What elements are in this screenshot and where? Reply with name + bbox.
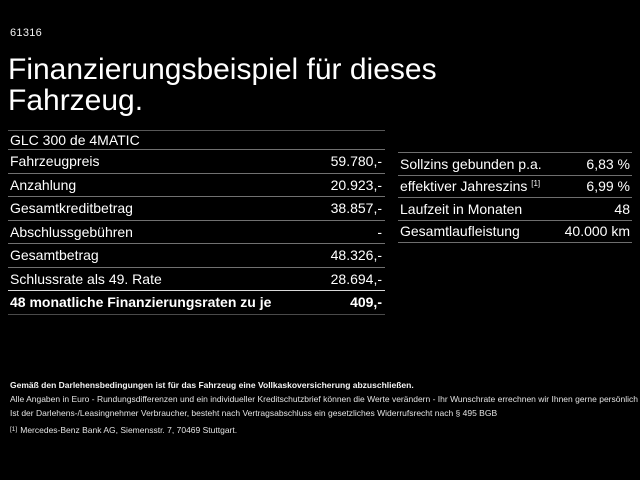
page-code: 61316 — [10, 27, 43, 39]
footnote-disclaimer: Alle Angaben in Euro - Rundungsdifferenz… — [10, 394, 638, 404]
footnote-withdrawal: Ist der Darlehens-/Leasingnehmer Verbrau… — [10, 408, 498, 418]
row-label: Fahrzeugpreis — [10, 153, 100, 170]
row-label: Schlussrate als 49. Rate — [10, 270, 162, 287]
footnote-bank-source: [1] Mercedes-Benz Bank AG, Siemensstr. 7,… — [10, 423, 636, 437]
row-label: Gesamtkreditbetrag — [10, 200, 133, 217]
row-label: 48 monatliche Finanzierungsraten zu je — [10, 294, 272, 311]
table-row-abschlussgebuehren: Abschlussgebühren - — [8, 221, 385, 244]
table-row-gesamtlaufleistung: Gesamtlaufleistung 40.000 km — [398, 221, 632, 243]
table-row-effektiver-jahreszins: effektiver Jahreszins [1] 6,99 % — [398, 176, 632, 198]
page-title-line2: Fahrzeug. — [8, 84, 144, 117]
table-row-monthly-rate-highlight: 48 monatliche Finanzierungsraten zu je 4… — [8, 291, 385, 315]
vehicle-name-row: GLC 300 de 4MATIC — [8, 131, 385, 150]
row-label: Gesamtbetrag — [10, 247, 99, 264]
footnote-marker: [1] — [531, 179, 541, 189]
footnotes: Gemäß den Darlehensbedingungen ist für d… — [10, 378, 638, 437]
row-label: Gesamtlaufleistung — [400, 223, 520, 240]
row-value: 409,- — [350, 294, 382, 311]
row-value: - — [377, 223, 382, 240]
table-row-laufzeit: Laufzeit in Monaten 48 — [398, 198, 632, 221]
row-label: Anzahlung — [10, 176, 77, 193]
footnote-marker: [1] — [10, 426, 18, 433]
page-title: Finanzierungsbeispiel für dieses Fahrzeu… — [8, 54, 437, 116]
row-value: 38.857,- — [330, 200, 382, 217]
row-label: Sollzins gebunden p.a. — [400, 155, 542, 172]
footnote-source-text: Mercedes-Benz Bank AG, Siemensstr. 7, 70… — [20, 425, 238, 435]
table-row-gesamtbetrag: Gesamtbetrag 48.326,- — [8, 244, 385, 268]
row-value: 48.326,- — [330, 247, 382, 264]
row-value: 59.780,- — [330, 153, 382, 170]
table-row-fahrzeugpreis: Fahrzeugpreis 59.780,- — [8, 150, 385, 174]
row-label: Abschlussgebühren — [10, 223, 133, 240]
table-row-gesamtkreditbetrag: Gesamtkreditbetrag 38.857,- — [8, 197, 385, 221]
table-row-schlussrate: Schlussrate als 49. Rate 28.694,- — [8, 268, 385, 291]
row-value: 48 — [614, 200, 630, 217]
row-value: 28.694,- — [330, 270, 382, 287]
finance-table: GLC 300 de 4MATIC Fahrzeugpreis 59.780,-… — [8, 130, 385, 315]
row-label: effektiver Jahreszins [1] — [400, 178, 541, 195]
vehicle-name: GLC 300 de 4MATIC — [10, 132, 140, 148]
row-label: Laufzeit in Monaten — [400, 200, 523, 217]
table-row-anzahlung: Anzahlung 20.923,- — [8, 174, 385, 197]
row-value: 6,83 % — [586, 155, 630, 172]
row-value: 6,99 % — [586, 178, 630, 195]
page-title-line1: Finanzierungsbeispiel für dieses — [8, 53, 437, 86]
conditions-table: Sollzins gebunden p.a. 6,83 % effektiver… — [398, 152, 632, 243]
row-value: 20.923,- — [330, 176, 382, 193]
row-value: 40.000 km — [564, 223, 630, 240]
table-row-sollzins: Sollzins gebunden p.a. 6,83 % — [398, 153, 632, 176]
footnote-insurance: Gemäß den Darlehensbedingungen ist für d… — [10, 380, 414, 390]
